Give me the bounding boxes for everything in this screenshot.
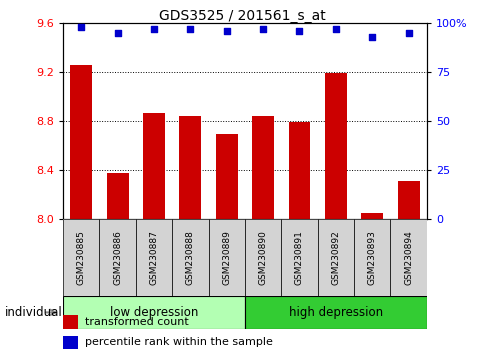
- Text: GSM230890: GSM230890: [258, 230, 267, 285]
- Text: GSM230889: GSM230889: [222, 230, 231, 285]
- Bar: [106, 173, 128, 219]
- Bar: [252, 116, 273, 219]
- Point: [186, 26, 194, 32]
- Text: high depression: high depression: [288, 306, 382, 319]
- Point: [404, 30, 411, 36]
- Text: GDS3525 / 201561_s_at: GDS3525 / 201561_s_at: [159, 9, 325, 23]
- Text: percentile rank within the sample: percentile rank within the sample: [85, 337, 272, 348]
- Text: GSM230888: GSM230888: [185, 230, 195, 285]
- Point: [150, 26, 157, 32]
- Point: [113, 30, 121, 36]
- Bar: [244, 296, 426, 329]
- Text: GSM230887: GSM230887: [149, 230, 158, 285]
- Text: individual: individual: [5, 306, 62, 319]
- Bar: [208, 219, 244, 296]
- Text: GSM230893: GSM230893: [367, 230, 376, 285]
- Point: [77, 24, 85, 30]
- Bar: [353, 219, 390, 296]
- Bar: [179, 116, 201, 219]
- Bar: [244, 219, 281, 296]
- Text: GSM230885: GSM230885: [76, 230, 86, 285]
- Bar: [361, 213, 382, 219]
- Point: [331, 26, 339, 32]
- Bar: [390, 219, 426, 296]
- Text: GSM230891: GSM230891: [294, 230, 303, 285]
- Bar: [63, 315, 77, 329]
- Bar: [63, 336, 77, 349]
- Bar: [172, 219, 208, 296]
- Bar: [324, 73, 346, 219]
- Bar: [143, 113, 165, 219]
- Bar: [136, 219, 172, 296]
- Text: GSM230892: GSM230892: [331, 230, 340, 285]
- Bar: [63, 219, 99, 296]
- Bar: [70, 65, 92, 219]
- Text: transformed count: transformed count: [85, 317, 188, 327]
- Point: [367, 34, 375, 40]
- Bar: [288, 122, 310, 219]
- Bar: [317, 219, 353, 296]
- Text: GSM230894: GSM230894: [403, 230, 412, 285]
- Bar: [281, 219, 317, 296]
- Bar: [397, 181, 419, 219]
- Point: [222, 28, 230, 34]
- Point: [258, 26, 266, 32]
- Text: low depression: low depression: [109, 306, 198, 319]
- Text: GSM230886: GSM230886: [113, 230, 122, 285]
- Point: [295, 28, 302, 34]
- Bar: [215, 133, 237, 219]
- Bar: [99, 219, 136, 296]
- Bar: [63, 296, 244, 329]
